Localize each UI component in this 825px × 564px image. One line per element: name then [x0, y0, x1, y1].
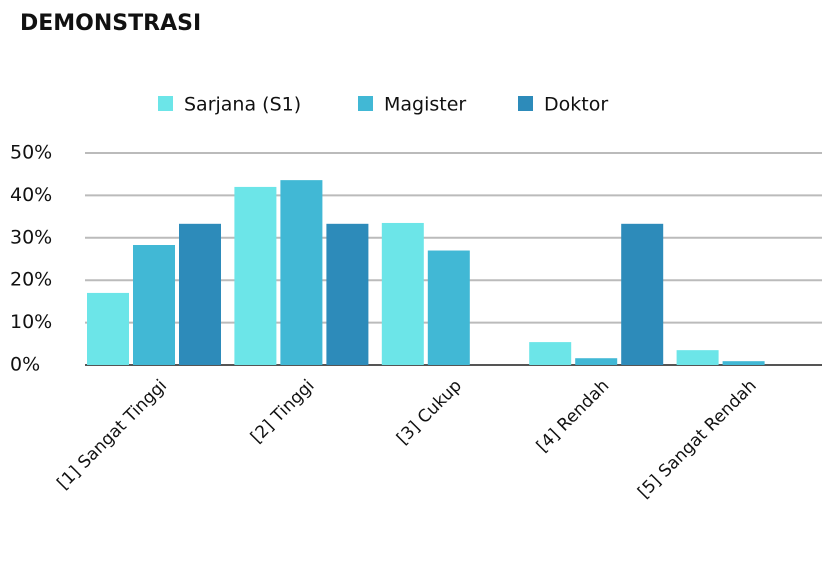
bar — [381, 222, 424, 365]
chart-title: DEMONSTRASI — [20, 11, 201, 36]
legend-swatch — [158, 96, 173, 111]
legend-label: Doktor — [544, 94, 608, 116]
y-tick-label: 30% — [10, 226, 52, 248]
y-tick-label: 50% — [10, 142, 52, 164]
x-tick-label: [4] Rendah — [533, 376, 613, 456]
y-tick-label: 40% — [10, 184, 52, 206]
bar — [676, 350, 719, 365]
bar — [133, 245, 175, 365]
bar — [87, 292, 129, 365]
y-tick-label: 20% — [10, 269, 52, 291]
bar — [529, 342, 572, 365]
bar — [234, 186, 277, 365]
x-tick-label: [1] Sangat Tinggi — [53, 376, 171, 494]
legend-label: Magister — [384, 94, 466, 116]
bar — [280, 180, 323, 365]
bar — [427, 250, 470, 365]
bar — [326, 223, 369, 365]
bar — [621, 223, 664, 365]
bar — [575, 358, 618, 365]
x-tick-label: [2] Tinggi — [247, 376, 319, 448]
legend-label: Sarjana (S1) — [184, 94, 301, 116]
y-tick-label: 0% — [10, 354, 40, 376]
bar — [179, 223, 221, 365]
bar — [722, 361, 765, 365]
x-tick-label: [3] Cukup — [393, 376, 466, 449]
legend-swatch — [518, 96, 533, 111]
y-tick-label: 10% — [10, 311, 52, 333]
legend-swatch — [358, 96, 373, 111]
x-tick-label: [5] Sangat Rendah — [634, 376, 761, 503]
